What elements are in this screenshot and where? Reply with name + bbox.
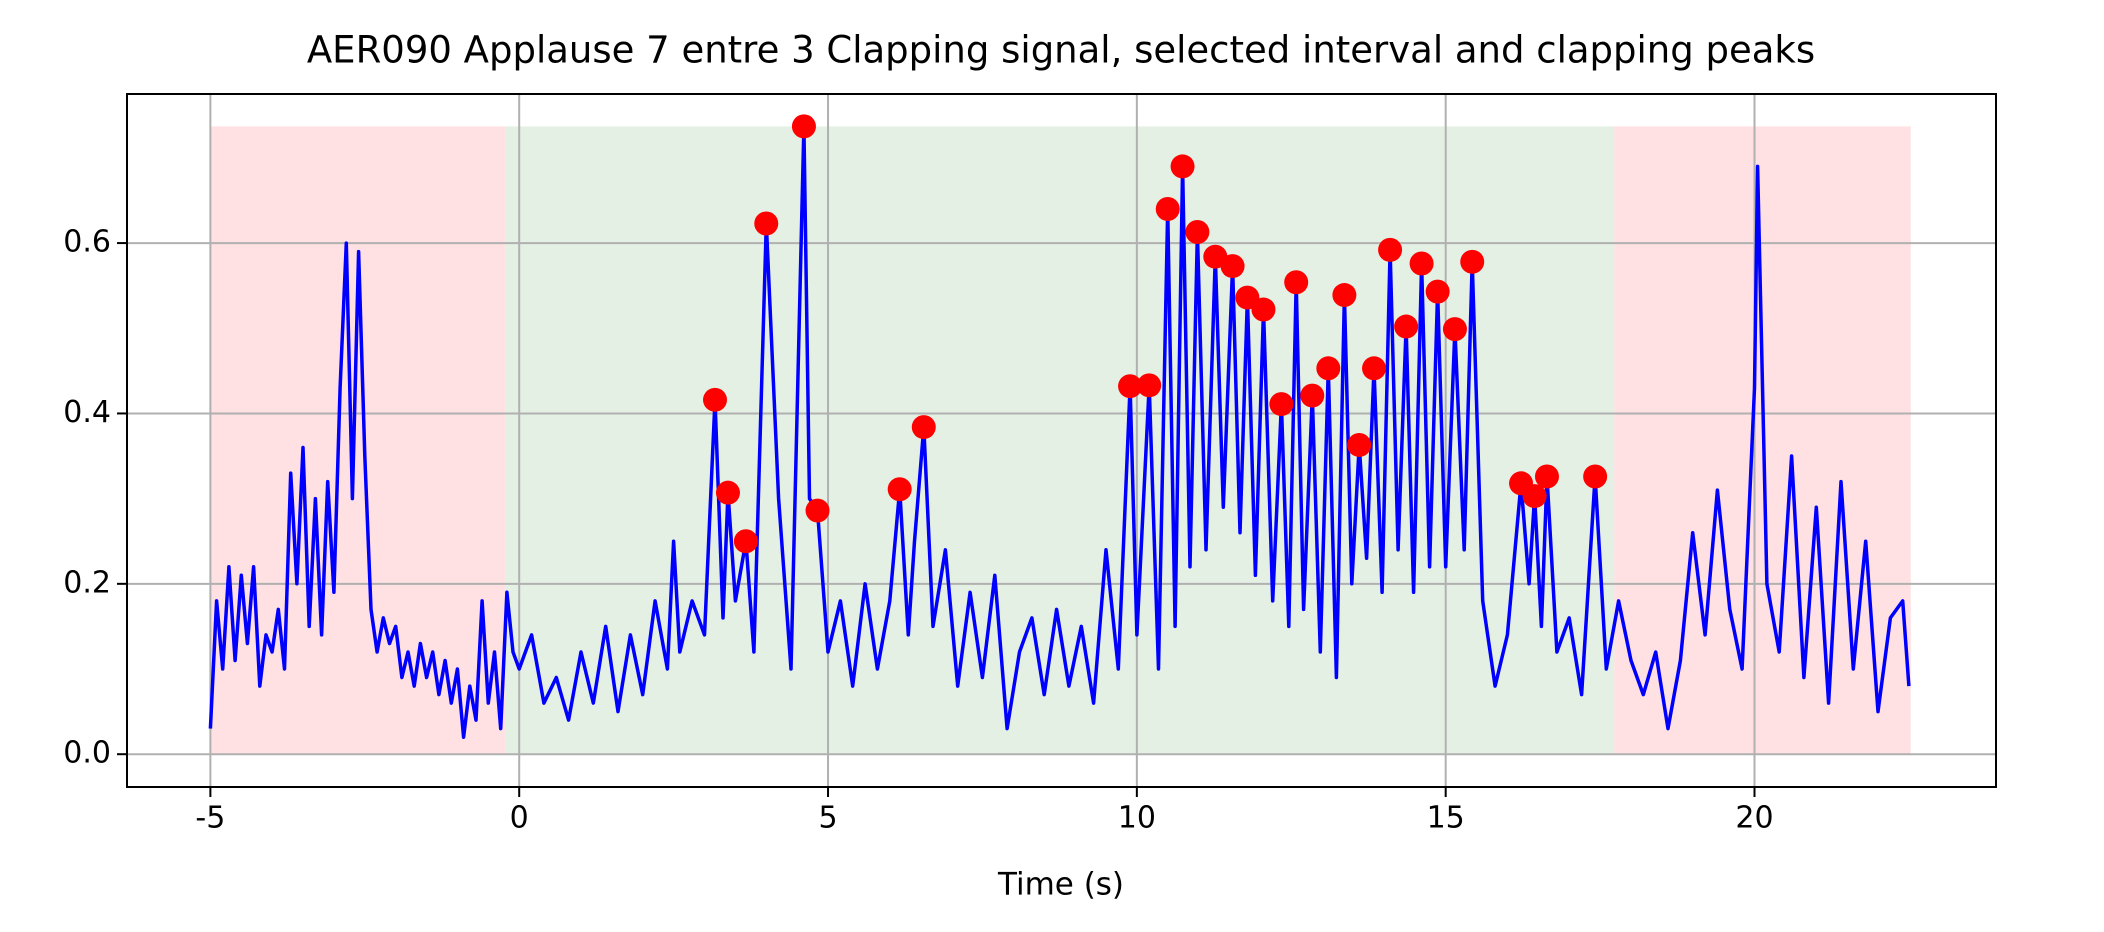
x-tick-label: 20 <box>1735 801 1773 836</box>
peak-marker <box>1251 297 1276 322</box>
peak-marker <box>1269 392 1294 417</box>
peak-marker <box>1460 249 1485 274</box>
shaded-interval <box>505 126 1615 755</box>
y-tick-label: 0.4 <box>63 395 111 430</box>
peak-marker <box>1316 356 1341 381</box>
peak-marker <box>1442 317 1467 342</box>
peak-marker <box>1347 432 1372 457</box>
chart-title: AER090 Applause 7 entre 3 Clapping signa… <box>307 29 1815 72</box>
y-tick-label: 0.2 <box>63 565 111 600</box>
plot-frame <box>126 93 1997 788</box>
peak-marker <box>1522 484 1547 509</box>
peak-marker <box>887 477 912 502</box>
shaded-interval <box>210 126 506 755</box>
peak-marker <box>1137 373 1162 398</box>
x-axis-label: Time (s) <box>997 867 1124 903</box>
peak-marker <box>1300 383 1325 408</box>
x-tick-label: -5 <box>195 801 225 836</box>
peak-marker <box>715 480 740 505</box>
peak-marker <box>754 211 779 236</box>
peak-marker <box>805 498 830 523</box>
peak-marker <box>1394 314 1419 339</box>
peak-marker <box>1155 197 1180 222</box>
x-tick-label: 5 <box>818 801 837 836</box>
peak-marker <box>1284 270 1309 295</box>
peak-marker <box>1118 374 1143 399</box>
peak-marker <box>1220 254 1245 279</box>
peak-marker <box>1583 464 1608 489</box>
peak-marker <box>911 415 936 440</box>
peak-marker <box>1425 279 1450 304</box>
peak-marker <box>1332 283 1357 308</box>
peak-marker <box>703 387 727 412</box>
peak-marker <box>1362 356 1387 381</box>
x-tick-label: 0 <box>510 801 529 836</box>
peak-marker <box>1409 251 1434 276</box>
x-tick-label: 15 <box>1427 801 1465 836</box>
peak-marker <box>1534 464 1559 489</box>
peak-marker <box>1185 220 1210 245</box>
y-tick-label: 0.6 <box>63 225 111 260</box>
peak-marker <box>1170 154 1195 179</box>
peak-marker <box>1378 237 1403 262</box>
peak-marker <box>791 114 816 139</box>
x-tick-label: 10 <box>1118 801 1156 836</box>
y-tick-label: 0.0 <box>63 736 111 771</box>
peak-marker <box>733 529 758 554</box>
